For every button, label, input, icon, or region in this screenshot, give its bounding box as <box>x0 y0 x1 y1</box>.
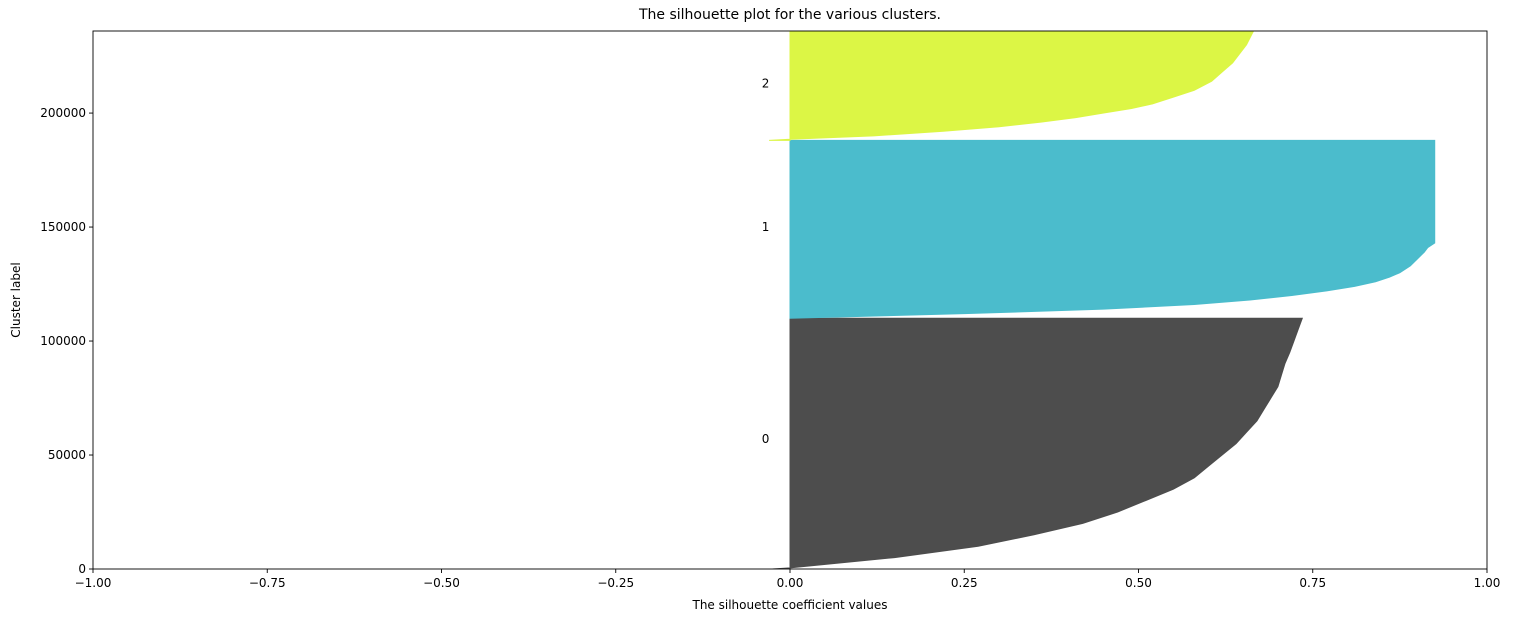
plot-area: 0 1 2 <box>762 31 1436 569</box>
x-tick-label: −0.25 <box>597 576 634 590</box>
x-tick-label: 0.25 <box>951 576 978 590</box>
cluster-0-label: 0 <box>762 432 770 446</box>
x-tick-label: 0.00 <box>777 576 804 590</box>
y-tick-label: 50000 <box>48 448 86 462</box>
y-tick-label: 100000 <box>40 334 86 348</box>
x-tick-label: 1.00 <box>1474 576 1501 590</box>
cluster-2-silhouette <box>769 31 1255 141</box>
cluster-1-label: 1 <box>762 220 770 234</box>
x-tick-label: −1.00 <box>75 576 112 590</box>
x-tick-label: −0.75 <box>249 576 286 590</box>
x-tick-label: 0.75 <box>1299 576 1326 590</box>
y-axis-title: Cluster label <box>9 262 23 337</box>
y-tick-label: 200000 <box>40 106 86 120</box>
y-axis: 0 50000 100000 150000 200000 <box>40 106 93 576</box>
y-tick-label: 0 <box>78 562 86 576</box>
x-tick-label: 0.50 <box>1125 576 1152 590</box>
x-axis: −1.00 −0.75 −0.50 −0.25 0.00 0.25 0.50 0.75 1.00 <box>75 569 1501 590</box>
cluster-1-silhouette <box>789 139 1436 319</box>
cluster-0-silhouette <box>772 317 1304 569</box>
y-tick-label: 150000 <box>40 220 86 234</box>
x-tick-label: −0.50 <box>423 576 460 590</box>
cluster-2-label: 2 <box>762 76 770 90</box>
x-axis-title: The silhouette coefficient values <box>692 598 888 612</box>
chart-title: The silhouette plot for the various clus… <box>638 7 941 23</box>
